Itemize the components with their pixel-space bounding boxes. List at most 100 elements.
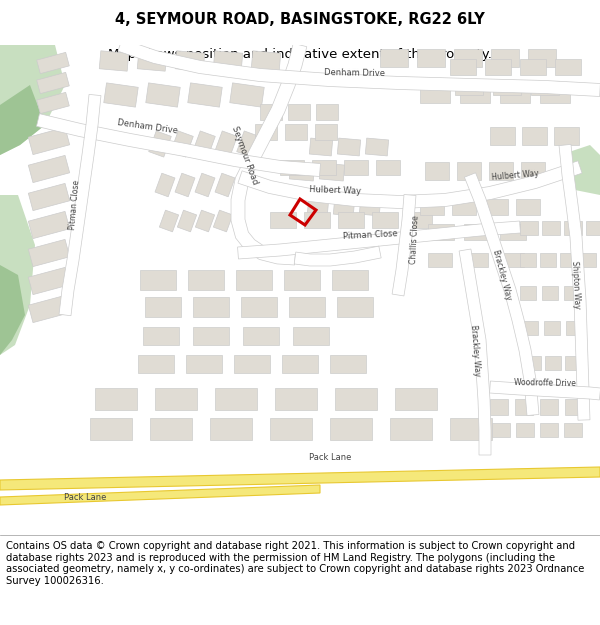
- Polygon shape: [554, 127, 579, 145]
- Text: Hulbert Way: Hulbert Way: [491, 169, 539, 181]
- Polygon shape: [95, 388, 137, 410]
- Polygon shape: [188, 83, 222, 107]
- Polygon shape: [289, 163, 314, 181]
- Polygon shape: [334, 198, 355, 216]
- Polygon shape: [304, 212, 330, 228]
- Polygon shape: [344, 160, 368, 175]
- Polygon shape: [540, 399, 558, 415]
- Polygon shape: [280, 160, 304, 175]
- Polygon shape: [231, 43, 307, 265]
- Polygon shape: [310, 138, 332, 156]
- Polygon shape: [489, 162, 513, 180]
- Polygon shape: [425, 162, 449, 180]
- Polygon shape: [37, 52, 70, 74]
- Polygon shape: [150, 418, 192, 440]
- Polygon shape: [542, 286, 558, 300]
- Polygon shape: [195, 173, 215, 197]
- Polygon shape: [540, 83, 570, 103]
- Polygon shape: [307, 198, 329, 216]
- Polygon shape: [493, 81, 521, 95]
- Polygon shape: [196, 210, 215, 232]
- Polygon shape: [175, 173, 195, 197]
- Polygon shape: [28, 211, 70, 239]
- Polygon shape: [319, 163, 344, 181]
- Polygon shape: [338, 212, 364, 228]
- Polygon shape: [545, 356, 561, 370]
- Polygon shape: [520, 286, 536, 300]
- Polygon shape: [390, 418, 432, 440]
- Polygon shape: [284, 270, 320, 290]
- Polygon shape: [392, 194, 416, 296]
- Polygon shape: [28, 156, 70, 182]
- Polygon shape: [406, 212, 432, 228]
- Polygon shape: [564, 221, 582, 235]
- Polygon shape: [215, 131, 237, 157]
- Text: Pitman Close: Pitman Close: [68, 180, 82, 230]
- Polygon shape: [270, 418, 312, 440]
- Polygon shape: [238, 221, 520, 259]
- Text: Challis Close: Challis Close: [409, 216, 421, 264]
- Polygon shape: [521, 162, 545, 180]
- Polygon shape: [251, 51, 281, 71]
- Polygon shape: [193, 297, 229, 317]
- Text: Hulbert Way: Hulbert Way: [309, 184, 361, 196]
- Text: Pack Lane: Pack Lane: [309, 453, 351, 462]
- Polygon shape: [160, 210, 179, 232]
- Polygon shape: [395, 388, 437, 410]
- Polygon shape: [99, 51, 129, 71]
- Polygon shape: [330, 355, 366, 373]
- Polygon shape: [500, 224, 526, 240]
- Polygon shape: [275, 388, 317, 410]
- Polygon shape: [544, 321, 560, 335]
- Polygon shape: [376, 160, 400, 175]
- Polygon shape: [566, 321, 582, 335]
- Polygon shape: [520, 253, 536, 267]
- Polygon shape: [515, 399, 533, 415]
- Polygon shape: [138, 355, 174, 373]
- Polygon shape: [293, 327, 329, 345]
- Polygon shape: [580, 253, 596, 267]
- Polygon shape: [312, 160, 336, 175]
- Polygon shape: [243, 327, 279, 345]
- Polygon shape: [59, 94, 101, 316]
- Polygon shape: [564, 286, 580, 300]
- Polygon shape: [372, 212, 398, 228]
- Text: Woodroffe Drive: Woodroffe Drive: [514, 378, 576, 388]
- Polygon shape: [210, 418, 252, 440]
- Polygon shape: [417, 49, 445, 67]
- Polygon shape: [332, 270, 368, 290]
- Polygon shape: [337, 138, 361, 156]
- Polygon shape: [146, 83, 180, 107]
- Polygon shape: [420, 199, 444, 215]
- Polygon shape: [564, 423, 582, 437]
- Text: Contains OS data © Crown copyright and database right 2021. This information is : Contains OS data © Crown copyright and d…: [6, 541, 584, 586]
- Polygon shape: [559, 144, 590, 420]
- Polygon shape: [560, 253, 576, 267]
- Polygon shape: [454, 49, 482, 67]
- Polygon shape: [565, 356, 581, 370]
- Polygon shape: [28, 239, 70, 267]
- Polygon shape: [215, 173, 235, 197]
- Polygon shape: [560, 145, 600, 195]
- Polygon shape: [450, 59, 476, 75]
- Polygon shape: [450, 418, 492, 440]
- Polygon shape: [270, 212, 296, 228]
- Polygon shape: [294, 246, 381, 266]
- Polygon shape: [260, 104, 282, 120]
- Polygon shape: [234, 355, 270, 373]
- Polygon shape: [0, 85, 45, 155]
- Text: Brackley Way: Brackley Way: [469, 324, 481, 376]
- Polygon shape: [188, 270, 224, 290]
- Polygon shape: [241, 297, 277, 317]
- Polygon shape: [490, 127, 515, 145]
- Polygon shape: [0, 485, 320, 505]
- Polygon shape: [516, 199, 540, 215]
- Polygon shape: [540, 423, 558, 437]
- Polygon shape: [555, 59, 581, 75]
- Polygon shape: [484, 199, 508, 215]
- Polygon shape: [118, 39, 600, 96]
- Text: Shipton Way: Shipton Way: [570, 261, 582, 309]
- Polygon shape: [104, 83, 138, 107]
- Polygon shape: [457, 162, 481, 180]
- Polygon shape: [525, 356, 541, 370]
